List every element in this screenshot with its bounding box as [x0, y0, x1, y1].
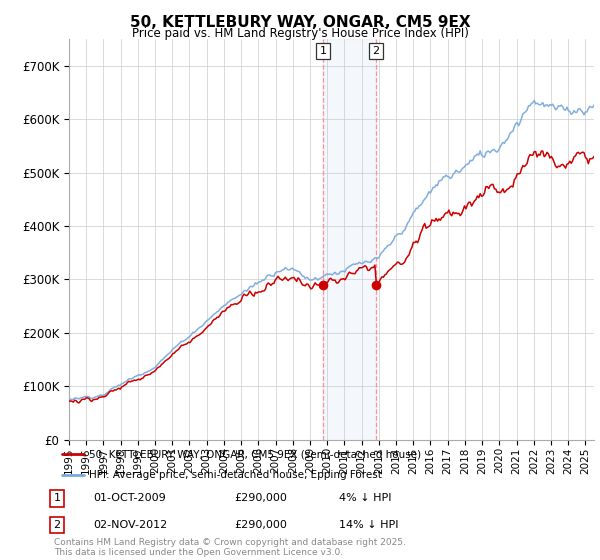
- Text: 1: 1: [53, 493, 61, 503]
- Text: 14% ↓ HPI: 14% ↓ HPI: [339, 520, 398, 530]
- Text: 2: 2: [373, 46, 379, 56]
- Text: 50, KETTLEBURY WAY, ONGAR, CM5 9EX (semi-detached house): 50, KETTLEBURY WAY, ONGAR, CM5 9EX (semi…: [89, 449, 421, 459]
- Text: 4% ↓ HPI: 4% ↓ HPI: [339, 493, 391, 503]
- Bar: [323, 39, 376, 440]
- Text: 2: 2: [53, 520, 61, 530]
- Text: Price paid vs. HM Land Registry's House Price Index (HPI): Price paid vs. HM Land Registry's House …: [131, 27, 469, 40]
- Text: HPI: Average price, semi-detached house, Epping Forest: HPI: Average price, semi-detached house,…: [89, 470, 382, 480]
- Text: £290,000: £290,000: [234, 520, 287, 530]
- Text: Contains HM Land Registry data © Crown copyright and database right 2025.
This d: Contains HM Land Registry data © Crown c…: [54, 538, 406, 557]
- Text: 1: 1: [319, 46, 326, 56]
- Text: 50, KETTLEBURY WAY, ONGAR, CM5 9EX: 50, KETTLEBURY WAY, ONGAR, CM5 9EX: [130, 15, 470, 30]
- Text: 01-OCT-2009: 01-OCT-2009: [93, 493, 166, 503]
- Text: 02-NOV-2012: 02-NOV-2012: [93, 520, 167, 530]
- Text: £290,000: £290,000: [234, 493, 287, 503]
